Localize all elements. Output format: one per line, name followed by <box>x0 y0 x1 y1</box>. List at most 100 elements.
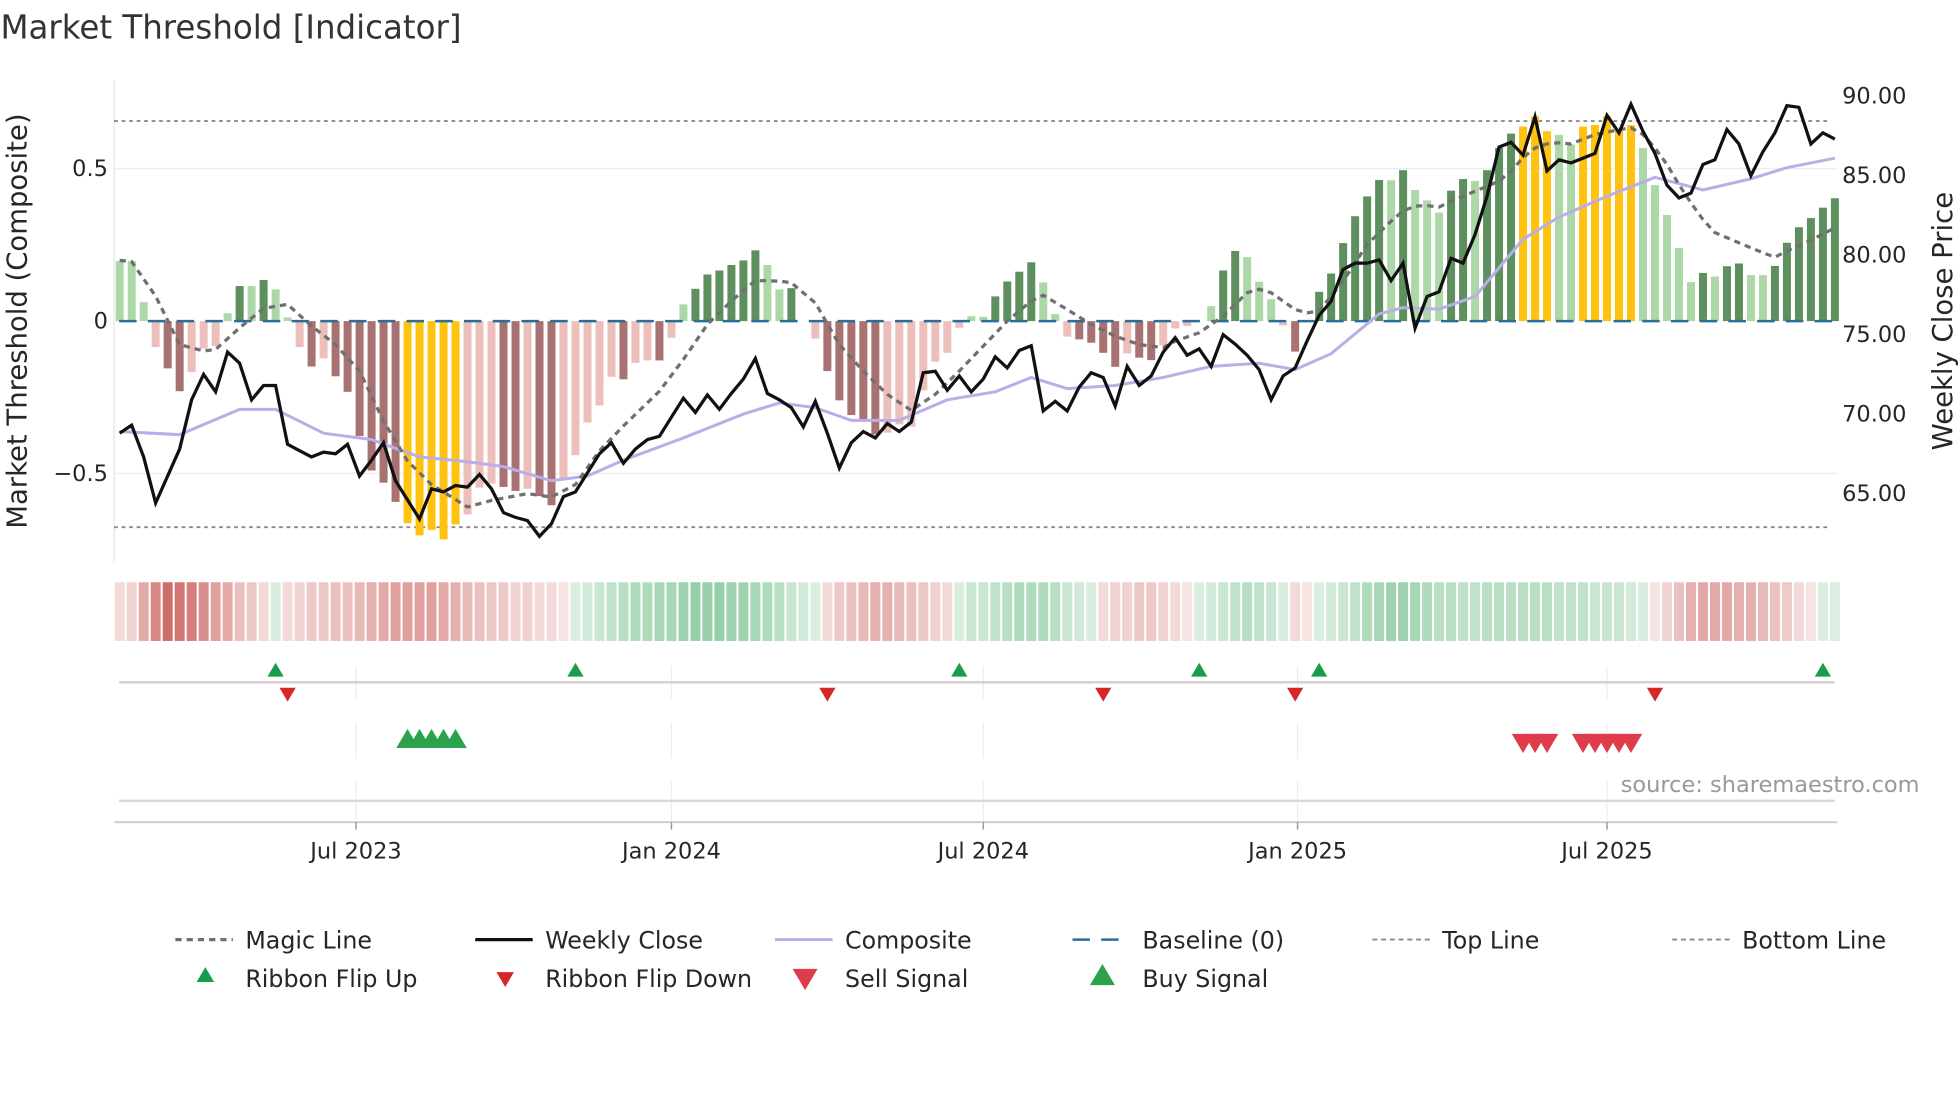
ribbon-cell <box>378 582 389 641</box>
ribbon-cell <box>450 582 461 641</box>
composite-bar <box>619 321 628 380</box>
ribbon-cell <box>1386 582 1397 641</box>
x-tick-label: Jul 2023 <box>308 838 401 864</box>
composite-bar <box>463 321 472 515</box>
weekly-close-line <box>118 100 1836 539</box>
axes: Jul 2023 Jan 2024 Jul 2024 Jan 2025 Jul 2025… <box>53 84 1906 865</box>
legend-label: Top Line <box>1441 926 1539 954</box>
ribbon-cell <box>666 582 677 641</box>
ribbon-cell <box>1566 582 1577 641</box>
ribbon-cell <box>930 582 941 641</box>
ribbon-flip-down-marker <box>1287 687 1304 702</box>
ribbon-cell <box>1314 582 1325 641</box>
ribbon-cell <box>954 582 965 641</box>
ribbon-cell <box>1062 582 1073 641</box>
composite-bar <box>1591 125 1600 322</box>
ribbon-cell <box>882 582 893 641</box>
composite-bar <box>1147 321 1156 361</box>
ribbon-cell <box>1206 582 1217 641</box>
composite-bar <box>115 261 124 322</box>
ribbon-cell <box>438 582 449 641</box>
ribbon-flip-up-marker <box>267 662 284 677</box>
ribbon-cell <box>210 582 221 641</box>
ribbon-cell <box>330 582 341 641</box>
composite-bar <box>1123 321 1132 354</box>
composite-bar <box>535 321 544 497</box>
composite-bar <box>1818 207 1827 322</box>
sell-signal-marker <box>1619 733 1643 753</box>
ribbon-cell <box>1626 582 1637 641</box>
composite-bar <box>127 261 136 322</box>
composite-bar <box>883 321 892 433</box>
ribbon-cell <box>1434 582 1445 641</box>
composite-bar <box>1483 170 1492 322</box>
composite-bar <box>1746 275 1755 322</box>
composite-bar <box>847 321 856 416</box>
composite-bar <box>427 321 436 530</box>
composite-bar <box>979 316 988 322</box>
ribbon-flip-up-marker <box>1191 662 1208 677</box>
ribbon-cell <box>1494 582 1505 641</box>
composite-bar <box>679 304 688 322</box>
ribbon-cell <box>186 582 197 641</box>
ribbon-cell <box>1769 582 1780 641</box>
left-axis-label: Market Threshold (Composite) <box>2 113 34 528</box>
ribbon-cell <box>1661 582 1672 641</box>
composite-bar <box>571 321 580 456</box>
legend-sell-icon <box>792 968 818 991</box>
ribbon-cell <box>1530 582 1541 641</box>
composite-bar <box>1507 133 1516 322</box>
ribbon-cell <box>582 582 593 641</box>
right-y-tick-label: 65.00 <box>1842 481 1906 507</box>
ribbon-cell <box>1614 582 1625 641</box>
composite-bar <box>175 321 184 392</box>
ribbon-cell <box>1110 582 1121 641</box>
ribbon-cell <box>414 582 425 641</box>
composite-bar <box>1603 116 1612 322</box>
composite-bar <box>1111 321 1120 367</box>
composite-bar <box>163 321 172 369</box>
right-y-tick-label: 70.00 <box>1842 402 1906 428</box>
ribbon-cell <box>750 582 761 641</box>
composite-bar <box>379 321 388 483</box>
composite-bar <box>331 321 340 377</box>
ribbon-cell <box>198 582 209 641</box>
composite-bar <box>1267 299 1276 322</box>
ribbon-cell <box>594 582 605 641</box>
ribbon-cell <box>1182 582 1193 641</box>
composite-bar <box>1650 185 1659 322</box>
x-tick-label: Jan 2025 <box>1246 838 1347 864</box>
right-y-tick-label: 90.00 <box>1842 84 1906 110</box>
ribbon-cell <box>1374 582 1385 641</box>
ribbon-cell <box>390 582 401 641</box>
ribbon-cell <box>1757 582 1768 641</box>
ribbon-cell <box>786 582 797 641</box>
ribbon-cell <box>1050 582 1061 641</box>
composite-bar <box>871 321 880 435</box>
composite-bar <box>1399 170 1408 322</box>
ribbon-cell <box>942 582 953 641</box>
ribbon-cell <box>690 582 701 641</box>
left-y-tick-label: −0.5 <box>53 461 108 487</box>
composite-bar <box>1087 321 1096 343</box>
composite-bar <box>1411 190 1420 322</box>
x-tick-label: Jan 2024 <box>620 838 721 864</box>
ribbon-cell <box>1554 582 1565 641</box>
source-credit: source: sharemaestro.com <box>1621 772 1920 798</box>
ribbon-cell <box>1685 582 1696 641</box>
ribbon-cell <box>1410 582 1421 641</box>
ribbon-flip-down-marker <box>819 687 836 702</box>
composite-bar <box>727 265 736 322</box>
ribbon-cell <box>534 582 545 641</box>
ribbon-cell <box>1242 582 1253 641</box>
composite-bar <box>1207 306 1216 322</box>
composite-bar <box>811 321 820 339</box>
ribbon-cell <box>1350 582 1361 641</box>
ribbon-cell <box>978 582 989 641</box>
ribbon-cell <box>630 582 641 641</box>
left-y-tick-label: 0 <box>94 309 108 335</box>
legend-label: Composite <box>845 926 972 954</box>
ribbon-cell <box>306 582 317 641</box>
composite-bar <box>703 274 712 322</box>
ribbon-cell <box>1398 582 1409 641</box>
